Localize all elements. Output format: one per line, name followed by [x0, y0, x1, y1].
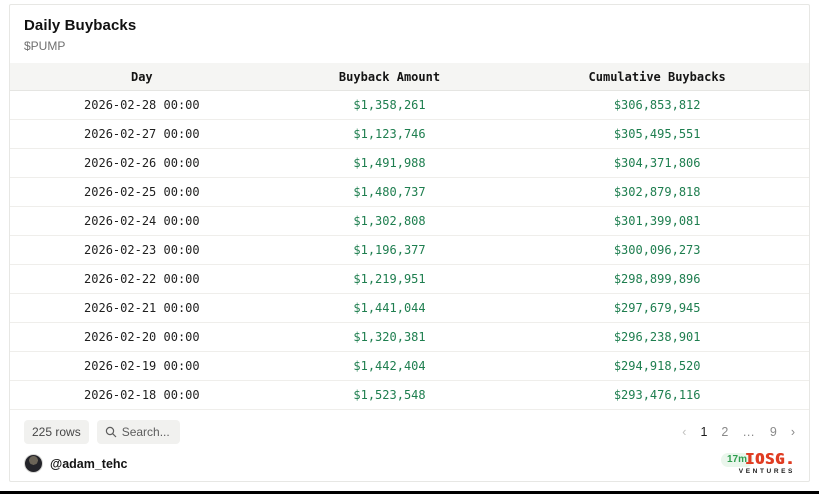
- cell-buyback-amount: $1,441,044: [353, 301, 426, 315]
- cell-day: 2026-02-21 00:00: [84, 301, 200, 315]
- cell-day: 2026-02-19 00:00: [84, 359, 200, 373]
- iosg-ventures-logo: 17m IOSG. VENTURES: [720, 450, 799, 476]
- table-row: 2026-02-26 00:00 $1,491,988 $304,371,806: [10, 149, 809, 178]
- cell-buyback-amount: $1,196,377: [353, 243, 426, 257]
- logo-subtext: VENTURES: [738, 468, 795, 475]
- cell-cumulative-buybacks: $297,679,945: [613, 301, 701, 315]
- table-body: 2026-02-28 00:00 $1,358,261 $306,853,812…: [10, 91, 809, 410]
- cell-day: 2026-02-28 00:00: [84, 98, 200, 112]
- table-row: 2026-02-27 00:00 $1,123,746 $305,495,551: [10, 120, 809, 149]
- daily-buybacks-card: Daily Buybacks $PUMP Day Buyback Amount …: [9, 4, 810, 482]
- cell-day: 2026-02-20 00:00: [84, 330, 200, 344]
- cell-cumulative-buybacks: $300,096,273: [613, 243, 701, 257]
- table-row: 2026-02-18 00:00 $1,523,548 $293,476,116: [10, 381, 809, 410]
- author-handle: @adam_tehc: [50, 456, 128, 471]
- table-row: 2026-02-19 00:00 $1,442,404 $294,918,520: [10, 352, 809, 381]
- views-count-badge: 17m: [720, 453, 753, 467]
- cell-buyback-amount: $1,123,746: [353, 127, 426, 141]
- cell-cumulative-buybacks: $301,399,081: [613, 214, 701, 228]
- column-header-day[interactable]: Day: [130, 69, 153, 84]
- cell-buyback-amount: $1,491,988: [353, 156, 426, 170]
- cell-buyback-amount: $1,442,404: [353, 359, 426, 373]
- table-row: 2026-02-23 00:00 $1,196,377 $300,096,273: [10, 236, 809, 265]
- search-placeholder: Search...: [121, 425, 170, 439]
- cell-buyback-amount: $1,219,951: [353, 272, 426, 286]
- cell-buyback-amount: $1,320,381: [353, 330, 426, 344]
- table-row: 2026-02-22 00:00 $1,219,951 $298,899,896: [10, 265, 809, 294]
- cell-day: 2026-02-22 00:00: [84, 272, 200, 286]
- cell-day: 2026-02-23 00:00: [84, 243, 200, 257]
- cell-cumulative-buybacks: $304,371,806: [613, 156, 701, 170]
- table-footer: 225 rows Search... ‹ 1 2 … 9 ›: [10, 410, 809, 444]
- cell-day: 2026-02-18 00:00: [84, 388, 200, 402]
- row-count-badge: 225 rows: [24, 420, 89, 444]
- cell-cumulative-buybacks: $306,853,812: [613, 98, 701, 112]
- logo-wordmark: IOSG.: [744, 450, 795, 468]
- author-avatar: [24, 454, 43, 474]
- cell-day: 2026-02-27 00:00: [84, 127, 200, 141]
- author[interactable]: @adam_tehc: [24, 454, 128, 474]
- page-1-button[interactable]: 1: [700, 425, 708, 439]
- card-header: Daily Buybacks $PUMP: [10, 5, 809, 63]
- table-row: 2026-02-21 00:00 $1,441,044 $297,679,945: [10, 294, 809, 323]
- pagination: ‹ 1 2 … 9 ›: [682, 425, 795, 439]
- page-2-button[interactable]: 2: [721, 425, 729, 439]
- table-row: 2026-02-25 00:00 $1,480,737 $302,879,818: [10, 178, 809, 207]
- window-bottom-edge: [0, 491, 819, 494]
- page-title: Daily Buybacks: [24, 17, 137, 34]
- page-9-button[interactable]: 9: [769, 425, 777, 439]
- page-ellipsis: …: [742, 425, 756, 439]
- attribution-bar: @adam_tehc 17m IOSG. VENTURES: [10, 444, 809, 476]
- cell-day: 2026-02-26 00:00: [84, 156, 200, 170]
- table-row: 2026-02-20 00:00 $1,320,381 $296,238,901: [10, 323, 809, 352]
- next-page-button[interactable]: ›: [790, 425, 795, 439]
- cell-buyback-amount: $1,480,737: [353, 185, 426, 199]
- cell-buyback-amount: $1,358,261: [353, 98, 426, 112]
- cell-day: 2026-02-25 00:00: [84, 185, 200, 199]
- cell-buyback-amount: $1,302,808: [353, 214, 426, 228]
- table-header-row: Day Buyback Amount Cumulative Buybacks: [10, 63, 809, 91]
- token-subtitle: $PUMP: [24, 39, 66, 53]
- cell-buyback-amount: $1,523,548: [353, 388, 426, 402]
- cell-day: 2026-02-24 00:00: [84, 214, 200, 228]
- cell-cumulative-buybacks: $296,238,901: [613, 330, 701, 344]
- cell-cumulative-buybacks: $298,899,896: [613, 272, 701, 286]
- search-input[interactable]: Search...: [96, 420, 180, 444]
- column-header-cumulative-buybacks[interactable]: Cumulative Buybacks: [588, 69, 726, 84]
- buybacks-table: Day Buyback Amount Cumulative Buybacks 2…: [10, 63, 809, 410]
- table-row: 2026-02-24 00:00 $1,302,808 $301,399,081: [10, 207, 809, 236]
- prev-page-button[interactable]: ‹: [682, 425, 687, 439]
- cell-cumulative-buybacks: $305,495,551: [613, 127, 701, 141]
- cell-cumulative-buybacks: $302,879,818: [613, 185, 701, 199]
- column-header-buyback-amount[interactable]: Buyback Amount: [338, 69, 441, 84]
- search-icon: [105, 426, 117, 438]
- cell-cumulative-buybacks: $294,918,520: [613, 359, 701, 373]
- cell-cumulative-buybacks: $293,476,116: [613, 388, 701, 402]
- table-row: 2026-02-28 00:00 $1,358,261 $306,853,812: [10, 91, 809, 120]
